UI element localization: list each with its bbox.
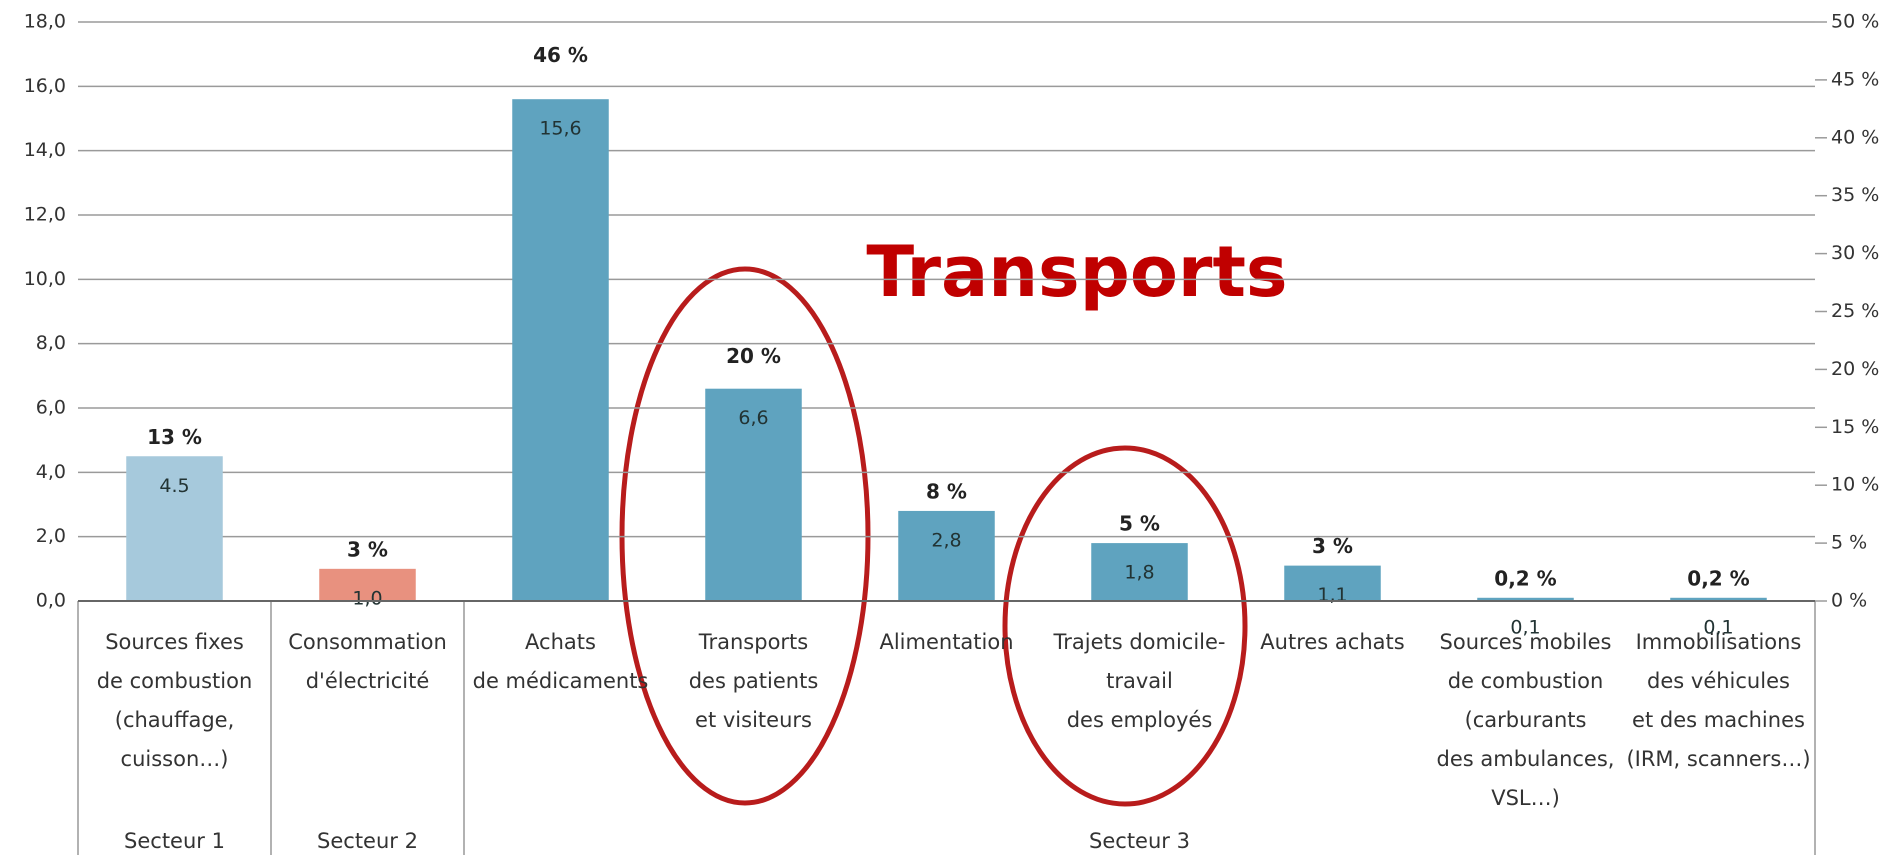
sector-label: Secteur 1 [124, 829, 225, 853]
y-tick-label: 18,0 [24, 11, 66, 33]
y2-tick-label: 0 % [1831, 590, 1867, 612]
x-tick-label: Achats de médicaments [473, 630, 649, 693]
y2-tick-label: 30 % [1831, 242, 1879, 264]
y2-tick-label: 20 % [1831, 358, 1879, 380]
y-tick-label: 2,0 [36, 525, 66, 547]
highlight-ellipse [1002, 445, 1248, 807]
percent-label: 3 % [347, 537, 388, 561]
x-tick-label: Sources mobiles de combustion (carburants d… [1437, 630, 1615, 810]
value-label: 0,1 [1703, 616, 1733, 638]
value-label: 1,8 [1124, 562, 1154, 584]
bar [1284, 565, 1381, 601]
y2-tick-label: 35 % [1831, 184, 1879, 206]
bar [1477, 597, 1574, 601]
y-tick-label: 16,0 [24, 75, 66, 97]
x-tick-label: Immobilisations des véhicules et des machi… [1626, 630, 1810, 771]
value-label: 4.5 [159, 475, 189, 497]
value-label: 0,1 [1510, 616, 1540, 638]
y2-tick-label: 10 % [1831, 474, 1879, 496]
y2-tick-label: 45 % [1831, 68, 1879, 90]
x-tick-label: Autres achats [1260, 630, 1404, 654]
bar [319, 568, 416, 601]
bar [512, 99, 609, 601]
x-tick-label: Trajets domicile-travail des employés [1052, 630, 1225, 732]
bar [126, 456, 223, 601]
y-tick-label: 10,0 [24, 268, 66, 290]
y-tick-label: 0,0 [36, 590, 66, 612]
value-label: 15,6 [539, 118, 581, 140]
sector-label: Secteur 3 [1089, 829, 1190, 853]
percent-label: 5 % [1119, 512, 1160, 536]
y2-tick-label: 50 % [1831, 11, 1879, 33]
percent-label: 20 % [726, 344, 781, 368]
y-tick-label: 12,0 [24, 204, 66, 226]
y-tick-label: 6,0 [36, 397, 66, 419]
annotation: Transports [866, 231, 1287, 313]
bar [1670, 597, 1767, 601]
sector-label: Secteur 2 [317, 829, 418, 853]
value-label: 1,1 [1317, 584, 1347, 606]
x-tick-label: Sources fixes de combustion (chauffage, cui… [97, 630, 253, 771]
bar [898, 510, 995, 601]
bar [705, 388, 802, 601]
percent-label: 8 % [926, 479, 967, 503]
value-label: 2,8 [931, 529, 961, 551]
y2-tick-label: 15 % [1831, 416, 1879, 438]
y-tick-label: 8,0 [36, 332, 66, 354]
percent-label: 13 % [147, 425, 202, 449]
y2-tick-label: 25 % [1831, 300, 1879, 322]
x-tick-label: Alimentation [879, 630, 1013, 654]
y2-tick-label: 40 % [1831, 126, 1879, 148]
y2-tick-label: 5 % [1831, 532, 1867, 554]
percent-label: 0,2 % [1494, 566, 1556, 590]
percent-label: 3 % [1312, 534, 1353, 558]
percent-label: 46 % [533, 43, 588, 67]
x-tick-label: Transports des patients et visiteurs [689, 630, 819, 732]
bar [1091, 543, 1188, 601]
percent-label: 0,2 % [1687, 566, 1749, 590]
y-tick-label: 4,0 [36, 461, 66, 483]
value-label: 1,0 [352, 587, 382, 609]
y-tick-label: 14,0 [24, 139, 66, 161]
x-tick-label: Consommation d'électricité [288, 630, 447, 693]
value-label: 6,6 [738, 407, 768, 429]
